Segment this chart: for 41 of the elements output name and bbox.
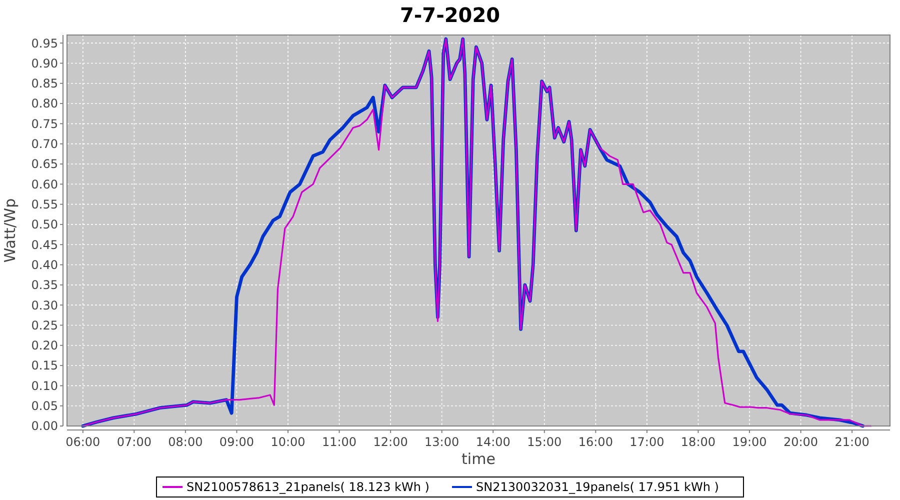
x-tick-label: 12:00 [373, 435, 408, 449]
x-tick-label: 21:00 [834, 435, 870, 449]
x-tick-label: 14:00 [476, 435, 510, 449]
y-axis-title: Watt/Wp [1, 198, 19, 263]
y-tick-label: 0.25 [31, 318, 58, 332]
x-axis-title: time [462, 450, 496, 468]
y-tick-label: 0.40 [31, 258, 58, 272]
y-tick-label: 0.55 [31, 198, 58, 212]
x-tick-label: 18:00 [680, 435, 716, 449]
x-tick-label: 07:00 [116, 435, 152, 449]
x-tick-label: 17:00 [630, 435, 664, 449]
y-tick-label: 0.50 [31, 218, 58, 232]
y-tick-label: 0.70 [31, 137, 58, 152]
y-tick-label: 0.20 [31, 338, 58, 353]
x-tick-label: 06:00 [66, 435, 100, 449]
y-tick-label: 0.60 [31, 177, 58, 192]
chart-title: 7-7-2020 [400, 3, 500, 27]
x-tick-label: 11:00 [322, 435, 357, 449]
y-tick-label: 0.90 [31, 56, 58, 70]
x-tick-label: 16:00 [578, 435, 613, 449]
y-tick-label: 0.45 [31, 238, 58, 252]
y-tick-label: 0.80 [31, 96, 58, 111]
x-tick-label: 19:00 [732, 435, 767, 449]
y-tick-label: 0.65 [31, 157, 58, 172]
y-tick-label: 0.95 [31, 36, 58, 50]
y-tick-label: 0.75 [31, 116, 58, 131]
legend-label: SN2130032031_19panels( 17.951 kWh ) [476, 480, 719, 494]
x-tick-label: 20:00 [783, 435, 818, 449]
y-tick-label: 0.05 [31, 399, 58, 414]
x-tick-label: 09:00 [219, 435, 254, 449]
y-tick-label: 0.30 [31, 298, 58, 312]
x-tick-label: 10:00 [270, 435, 306, 449]
y-tick-label: 0.35 [31, 278, 58, 292]
y-tick-label: 0.15 [31, 358, 58, 373]
x-tick-label: 13:00 [424, 435, 460, 449]
x-tick-label: 08:00 [168, 435, 203, 449]
legend-label: SN2100578613_21panels( 18.123 kWh ) [186, 480, 430, 494]
y-tick-label: 0.85 [31, 76, 58, 91]
y-tick-label: 0.10 [31, 378, 58, 393]
y-tick-label: 0.00 [31, 419, 58, 434]
x-tick-label: 15:00 [527, 435, 562, 449]
